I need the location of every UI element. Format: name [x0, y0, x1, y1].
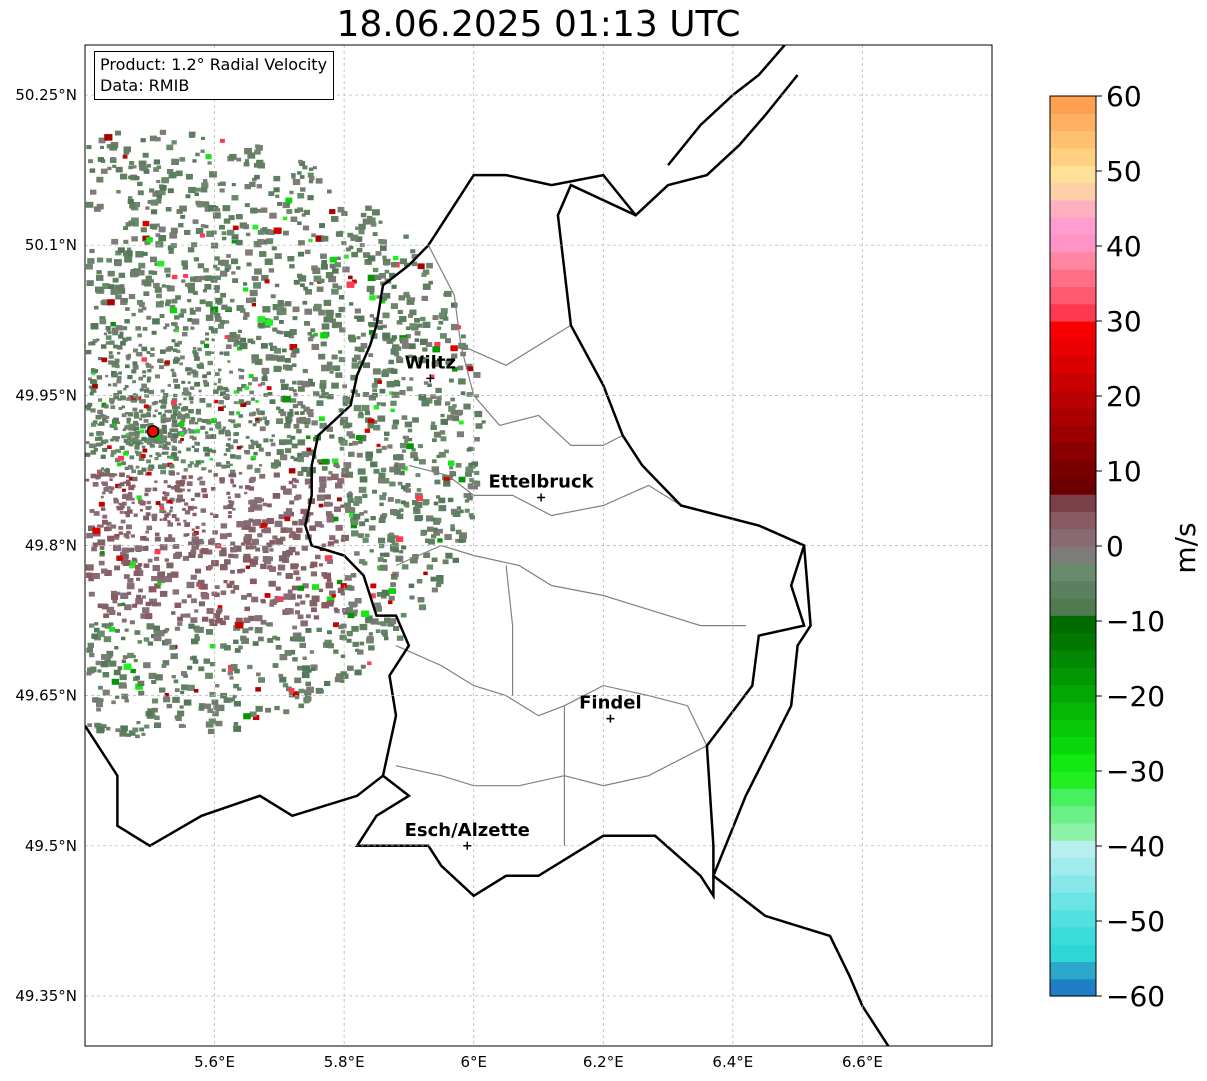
city-label: Esch/Alzette	[405, 820, 530, 841]
product-label: Product: 1.2° Radial Velocity	[100, 55, 328, 74]
belgium-france-border	[85, 725, 384, 848]
city-label: Ettelbruck	[489, 471, 595, 492]
canton-boundary	[395, 745, 708, 787]
lon-tick-label: 6°E	[460, 1053, 487, 1071]
canton-boundary	[395, 544, 746, 627]
lat-tick-label: 49.65°N	[15, 687, 77, 705]
canton-boundary	[505, 565, 514, 696]
city-label: Findel	[579, 693, 642, 714]
radar-echoes	[85, 129, 486, 739]
city-marker	[606, 714, 615, 723]
canton-boundary	[427, 244, 572, 366]
canton-boundary	[395, 645, 708, 746]
radar-site-marker	[146, 425, 160, 438]
lon-tick-label: 6.2°E	[583, 1053, 624, 1071]
axes-frame	[84, 44, 993, 1047]
germany-border	[711, 545, 890, 1046]
city-marker	[463, 841, 472, 850]
data-source-label: Data: RMIB	[100, 76, 190, 95]
city-marker	[537, 493, 546, 502]
lon-tick-label: 5.8°E	[324, 1053, 365, 1071]
lat-tick-label: 49.35°N	[15, 987, 77, 1005]
city-marker	[426, 374, 435, 383]
lat-tick-label: 49.8°N	[25, 537, 77, 555]
belgium-germany-border	[667, 45, 786, 166]
lat-tick-label: 50.1°N	[25, 236, 77, 254]
lon-tick-label: 6.4°E	[712, 1053, 753, 1071]
lon-tick-label: 6.6°E	[842, 1053, 883, 1071]
luxembourg-border	[304, 74, 806, 901]
lon-tick-label: 5.6°E	[194, 1053, 235, 1071]
lat-tick-label: 49.5°N	[25, 837, 77, 855]
city-label: Wiltz	[405, 352, 456, 373]
map-title: 18.06.2025 01:13 UTC	[336, 4, 741, 45]
info-box: Product: 1.2° Radial Velocity Data: RMIB	[94, 51, 335, 100]
lat-tick-label: 49.95°N	[15, 386, 77, 404]
plot-area[interactable]	[85, 45, 890, 1046]
canton-boundary	[408, 464, 682, 517]
lat-tick-label: 50.25°N	[15, 86, 77, 104]
